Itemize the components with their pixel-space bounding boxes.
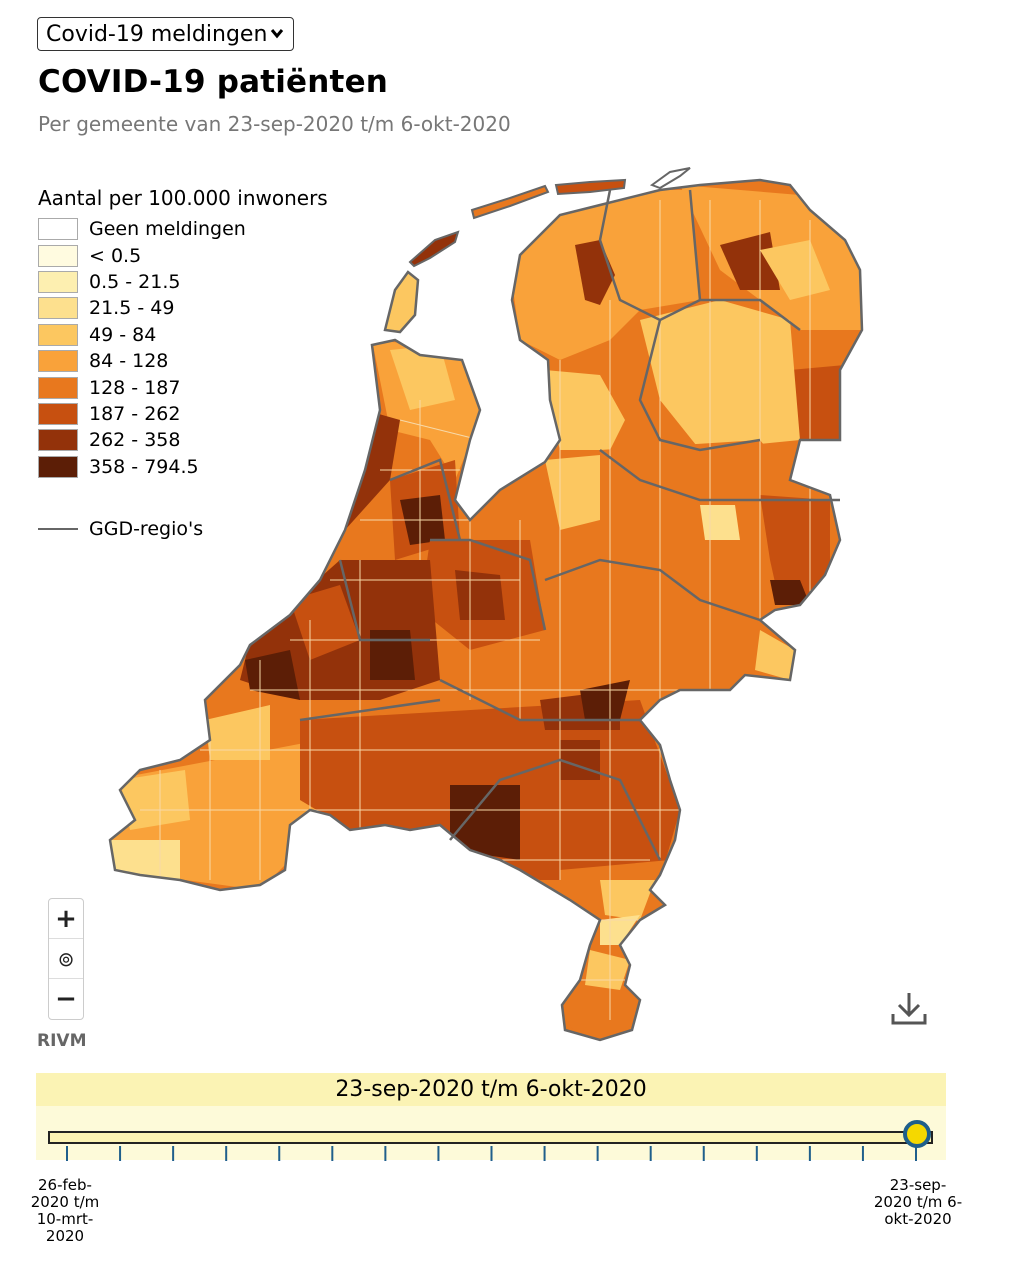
legend-swatch [38,429,78,452]
legend-item: Geen meldingen [38,216,358,242]
legend-swatch [38,402,78,425]
chevron-down-icon [270,29,284,39]
legend-item: < 0.5 [38,242,358,268]
timeline-slider-handle[interactable] [903,1120,931,1148]
zoom-in-button[interactable]: + [49,899,83,939]
island-terschelling [470,184,550,220]
ggd-line-swatch [38,527,78,530]
legend-item: 49 - 84 [38,322,358,348]
legend-label: 49 - 84 [89,323,157,346]
timeline-current-period: 23-sep-2020 t/m 6-okt-2020 [36,1073,946,1106]
legend-label: 262 - 358 [89,429,181,452]
legend-swatch [38,455,78,478]
legend-item: 358 - 794.5 [38,454,358,480]
legend-swatch [38,376,78,399]
start-label-line: 26-feb- [38,1176,92,1194]
legend-label: 21.5 - 49 [89,297,175,320]
legend-label: 358 - 794.5 [89,455,199,478]
end-label-line: 23-sep- [889,1176,947,1194]
legend-label: 0.5 - 21.5 [89,270,181,293]
page-title: COVID-19 patiënten [38,64,389,100]
island-schiermonnikoog [649,167,691,190]
start-label-line: 2020 t/m [30,1193,100,1211]
attribution: RIVM [37,1031,87,1051]
zoom-controls: + ⊚ − [48,898,84,1020]
legend-item: 187 - 262 [38,401,358,427]
timeline-start-label: 26-feb- 2020 t/m 10-mrt- 2020 [15,1177,115,1245]
end-label-line: okt-2020 [884,1210,952,1228]
legend: Aantal per 100.000 inwoners Geen melding… [38,186,358,540]
timeline-slider-track[interactable] [48,1131,933,1144]
legend-item: 84 - 128 [38,348,358,374]
island-texel [383,270,420,334]
legend-title: Aantal per 100.000 inwoners [38,186,328,210]
island-ameland [554,178,627,196]
legend-swatch [38,323,78,346]
dropdown-selected-value: Covid-19 meldingen [46,21,268,47]
legend-label: Geen meldingen [89,218,246,241]
end-label-line: 2020 t/m 6- [873,1193,963,1211]
legend-ggd-row: GGD-regio's [38,518,358,540]
legend-swatch [38,297,78,320]
download-icon[interactable] [890,990,928,1026]
legend-label: 187 - 262 [89,402,181,425]
start-label-line: 10-mrt- [36,1210,94,1228]
legend-item: 0.5 - 21.5 [38,269,358,295]
legend-ggd-label: GGD-regio's [89,517,204,540]
timeline-end-label: 23-sep- 2020 t/m 6- okt-2020 [868,1177,968,1228]
legend-label: 84 - 128 [89,350,169,373]
netherlands-map[interactable] [0,0,1012,1060]
start-label-line: 2020 [45,1227,85,1245]
legend-swatch [38,270,78,293]
legend-swatch [38,350,78,373]
legend-label: 128 - 187 [89,376,181,399]
island-vlieland [408,230,460,268]
legend-swatch [38,244,78,267]
recenter-button[interactable]: ⊚ [49,939,83,979]
legend-label: < 0.5 [89,244,142,267]
legend-item: 21.5 - 49 [38,295,358,321]
page-subtitle: Per gemeente van 23-sep-2020 t/m 6-okt-2… [38,112,511,136]
legend-item: 262 - 358 [38,427,358,453]
legend-swatch [38,218,78,241]
zoom-out-button[interactable]: − [55,983,77,1014]
measure-dropdown[interactable]: Covid-19 meldingen [37,17,294,51]
legend-item: 128 - 187 [38,374,358,400]
